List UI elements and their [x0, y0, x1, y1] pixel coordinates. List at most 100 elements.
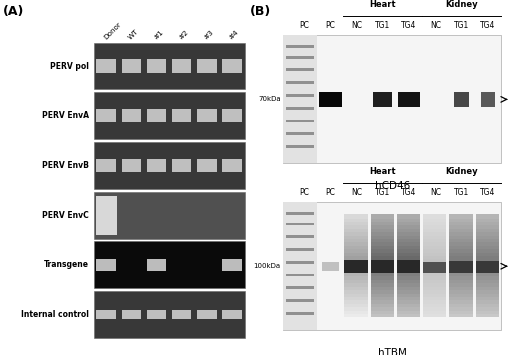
Bar — [423, 248, 447, 253]
Bar — [476, 218, 499, 222]
Bar — [476, 242, 499, 246]
Bar — [147, 310, 166, 319]
Bar — [423, 310, 447, 314]
Bar — [423, 262, 447, 273]
Bar — [476, 228, 499, 232]
Bar — [96, 109, 116, 122]
Bar — [345, 293, 368, 297]
Text: #2: #2 — [178, 29, 189, 41]
Bar — [284, 36, 501, 163]
Text: 100kDa: 100kDa — [254, 263, 281, 269]
Bar — [449, 252, 472, 256]
Bar — [371, 245, 394, 249]
Bar — [449, 276, 472, 280]
Bar — [423, 228, 447, 232]
Bar — [286, 212, 314, 215]
Bar — [345, 225, 368, 229]
Bar — [397, 300, 420, 304]
Bar — [423, 269, 447, 273]
Bar — [423, 286, 447, 290]
Bar — [476, 259, 499, 263]
Bar — [449, 269, 472, 273]
Text: hTBM: hTBM — [378, 348, 407, 355]
Bar — [423, 272, 447, 277]
Bar — [147, 159, 166, 172]
Bar — [423, 252, 447, 256]
Bar — [476, 310, 499, 314]
Bar — [449, 293, 472, 297]
Bar — [172, 109, 191, 122]
Bar — [345, 313, 368, 317]
Bar — [476, 248, 499, 253]
Bar — [423, 218, 447, 222]
Bar — [397, 255, 420, 260]
Bar — [449, 303, 472, 307]
Bar — [476, 252, 499, 256]
Bar — [371, 306, 394, 311]
Bar — [345, 303, 368, 307]
Bar — [172, 159, 191, 172]
Bar — [476, 279, 499, 283]
Bar — [449, 286, 472, 290]
Text: Internal control: Internal control — [21, 310, 89, 319]
Bar — [449, 231, 472, 236]
Bar — [286, 56, 314, 59]
Bar — [371, 221, 394, 225]
Bar — [222, 259, 242, 271]
Text: PC: PC — [299, 21, 309, 30]
Bar — [222, 60, 242, 72]
Bar — [345, 221, 368, 225]
Bar — [476, 300, 499, 304]
Text: PC: PC — [326, 21, 335, 30]
Bar — [94, 241, 245, 288]
Bar — [94, 291, 245, 338]
Bar — [423, 221, 447, 225]
Bar — [345, 306, 368, 311]
Bar — [284, 202, 317, 330]
Bar — [345, 235, 368, 239]
Text: TG4: TG4 — [480, 188, 495, 197]
Bar — [197, 109, 217, 122]
Bar — [476, 313, 499, 317]
Text: NC: NC — [351, 21, 362, 30]
Bar — [371, 276, 394, 280]
Bar — [371, 296, 394, 300]
Bar — [449, 300, 472, 304]
Bar — [286, 81, 314, 84]
Bar — [96, 159, 116, 172]
Text: NC: NC — [351, 188, 362, 197]
Bar — [96, 310, 116, 319]
Bar — [286, 94, 314, 97]
Bar — [345, 269, 368, 273]
Bar — [423, 225, 447, 229]
Bar — [449, 306, 472, 311]
Bar — [453, 92, 469, 107]
Bar — [423, 279, 447, 283]
Bar — [423, 231, 447, 236]
Text: WT: WT — [127, 28, 140, 41]
Text: Transgene: Transgene — [44, 260, 89, 269]
Bar — [397, 218, 420, 222]
Bar — [345, 286, 368, 290]
Bar — [94, 92, 245, 139]
Bar — [397, 245, 420, 249]
Text: TG1: TG1 — [375, 21, 390, 30]
Bar — [345, 266, 368, 270]
Bar — [423, 306, 447, 311]
Bar — [397, 260, 420, 273]
Text: PERV EnvB: PERV EnvB — [42, 161, 89, 170]
Bar — [423, 296, 447, 300]
Bar — [423, 293, 447, 297]
Bar — [449, 310, 472, 314]
Bar — [284, 202, 501, 330]
Bar — [476, 296, 499, 300]
Bar — [397, 262, 420, 266]
Bar — [423, 266, 447, 270]
Text: TG4: TG4 — [401, 188, 417, 197]
Bar — [449, 296, 472, 300]
Bar — [397, 286, 420, 290]
Bar — [449, 279, 472, 283]
Bar — [284, 36, 317, 163]
Bar — [345, 218, 368, 222]
Bar — [345, 245, 368, 249]
